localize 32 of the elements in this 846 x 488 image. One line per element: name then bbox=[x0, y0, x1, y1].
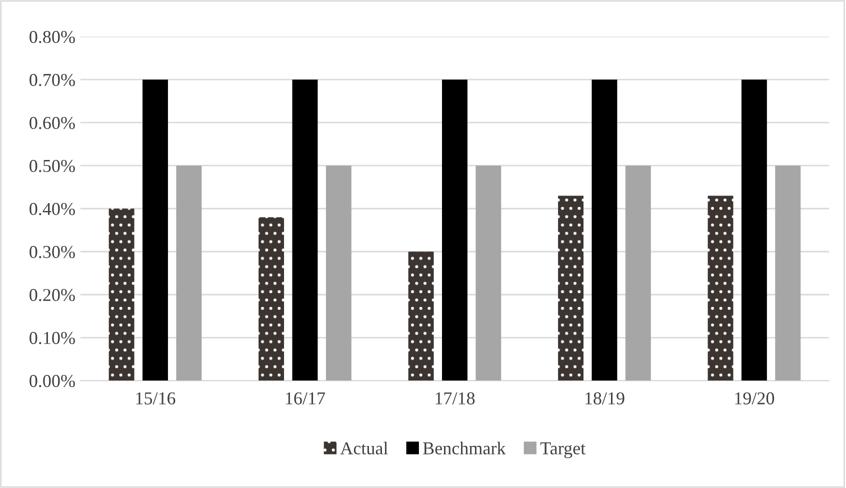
bar bbox=[326, 166, 352, 381]
y-tick-label: 0.60% bbox=[30, 116, 75, 130]
legend-label: Benchmark bbox=[423, 442, 506, 454]
bar bbox=[775, 166, 801, 381]
bar bbox=[708, 196, 734, 381]
y-tick-label: 0.00% bbox=[30, 374, 75, 388]
x-tick-label: 18/19 bbox=[585, 392, 624, 404]
x-tick-label: 19/20 bbox=[735, 392, 774, 404]
y-tick-label: 0.30% bbox=[30, 246, 75, 258]
bar bbox=[108, 208, 134, 381]
bar bbox=[741, 80, 767, 381]
legend-label: Actual bbox=[340, 442, 388, 454]
bar bbox=[476, 166, 502, 381]
bar bbox=[408, 252, 434, 381]
bar bbox=[292, 80, 318, 381]
bar bbox=[258, 217, 284, 381]
bar bbox=[176, 166, 202, 381]
x-tick-label: 16/17 bbox=[286, 392, 326, 404]
y-tick-label: 0.80% bbox=[30, 30, 75, 44]
x-tick-label: 15/16 bbox=[136, 392, 176, 404]
bar bbox=[442, 80, 468, 381]
bar bbox=[625, 166, 651, 381]
y-tick-label: 0.10% bbox=[30, 332, 75, 344]
legend-label: Target bbox=[540, 442, 586, 458]
bar bbox=[592, 80, 618, 381]
y-tick-label: 0.40% bbox=[30, 202, 75, 216]
y-tick-label: 0.50% bbox=[30, 160, 75, 172]
x-tick-label: 17/18 bbox=[436, 392, 475, 404]
bar bbox=[142, 80, 168, 381]
y-tick-label: 0.70% bbox=[30, 74, 75, 86]
bar bbox=[558, 196, 584, 381]
y-tick-label: 0.20% bbox=[30, 288, 75, 302]
